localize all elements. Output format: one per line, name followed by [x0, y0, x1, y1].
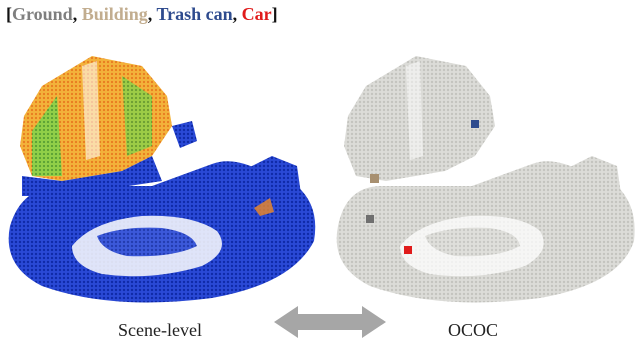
legend-item-trash-can: Trash can	[156, 4, 232, 24]
scene-level-point-cloud	[2, 36, 320, 306]
legend-close-bracket: ]	[272, 4, 278, 24]
ococ-cloud-graphic	[330, 36, 638, 306]
scene-level-caption: Scene-level	[118, 320, 202, 341]
trash-can-object	[471, 120, 479, 128]
scene-level-cloud-graphic	[2, 36, 320, 306]
legend: [Ground, Building, Trash can, Car]	[6, 4, 278, 25]
double-headed-arrow-icon	[274, 304, 386, 340]
legend-separator: ,	[233, 4, 242, 24]
building-object	[370, 174, 379, 183]
ococ-caption: OCOC	[448, 320, 498, 341]
car-object	[404, 246, 412, 254]
legend-separator: ,	[73, 4, 82, 24]
ococ-point-cloud	[330, 36, 638, 306]
legend-item-ground: Ground	[12, 4, 73, 24]
legend-item-building: Building	[82, 4, 148, 24]
legend-item-car: Car	[242, 4, 272, 24]
ground-object	[366, 215, 374, 223]
